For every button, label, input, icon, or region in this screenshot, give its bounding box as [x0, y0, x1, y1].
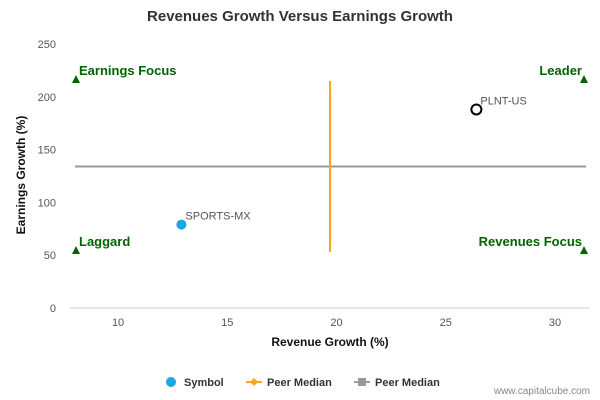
legend-label: Peer Median [267, 377, 332, 389]
legend-marker-peer-median-horizontal [358, 378, 366, 386]
y-axis-ticks: 0 50 100 150 200 250 [38, 39, 56, 315]
x-tick-label: 25 [440, 317, 452, 329]
point-plnt-us [470, 103, 483, 116]
y-tick-label: 250 [38, 39, 56, 51]
x-axis-title: Revenue Growth (%) [271, 335, 388, 349]
legend-label: Peer Median [375, 377, 440, 389]
x-tick-label: 30 [549, 317, 561, 329]
legend-marker-symbol [166, 377, 176, 387]
quadrant-marker-leader [580, 75, 588, 83]
y-tick-label: 100 [38, 197, 56, 209]
quadrant-labels: Earnings Focus Leader Laggard Revenues Focu… [72, 63, 588, 254]
quadrant-label-revenues-focus: Revenues Focus [479, 234, 582, 249]
legend-marker-peer-median-vertical [250, 378, 258, 386]
point-label-plnt-us: PLNT-US [480, 95, 526, 107]
quadrant-marker-earnings-focus [72, 75, 80, 83]
x-tick-label: 20 [330, 317, 342, 329]
point-label-sports-mx: SPORTS-MX [185, 211, 251, 223]
credit-text: www.capitalcube.com [493, 386, 590, 397]
quadrant-label-earnings-focus: Earnings Focus [79, 63, 177, 78]
data-points: SPORTS-MX PLNT-US [176, 95, 527, 230]
point-sports-mx [176, 219, 187, 230]
chart-title: Revenues Growth Versus Earnings Growth [147, 8, 453, 25]
x-tick-label: 10 [112, 317, 124, 329]
legend-label: Symbol [184, 377, 224, 389]
y-tick-label: 150 [38, 145, 56, 157]
x-tick-label: 15 [221, 317, 233, 329]
y-tick-label: 50 [44, 250, 56, 262]
y-tick-label: 200 [38, 92, 56, 104]
quadrant-marker-laggard [72, 246, 80, 254]
quadrant-label-leader: Leader [539, 63, 582, 78]
y-tick-label: 0 [50, 303, 56, 315]
y-axis-title: Earnings Growth (%) [14, 116, 28, 235]
quadrant-label-laggard: Laggard [79, 234, 130, 249]
quadrant-marker-revenues-focus [580, 246, 588, 254]
chart-legend: Symbol Peer Median Peer Median [166, 377, 440, 389]
x-axis-ticks: 10 15 20 25 30 [112, 317, 561, 329]
